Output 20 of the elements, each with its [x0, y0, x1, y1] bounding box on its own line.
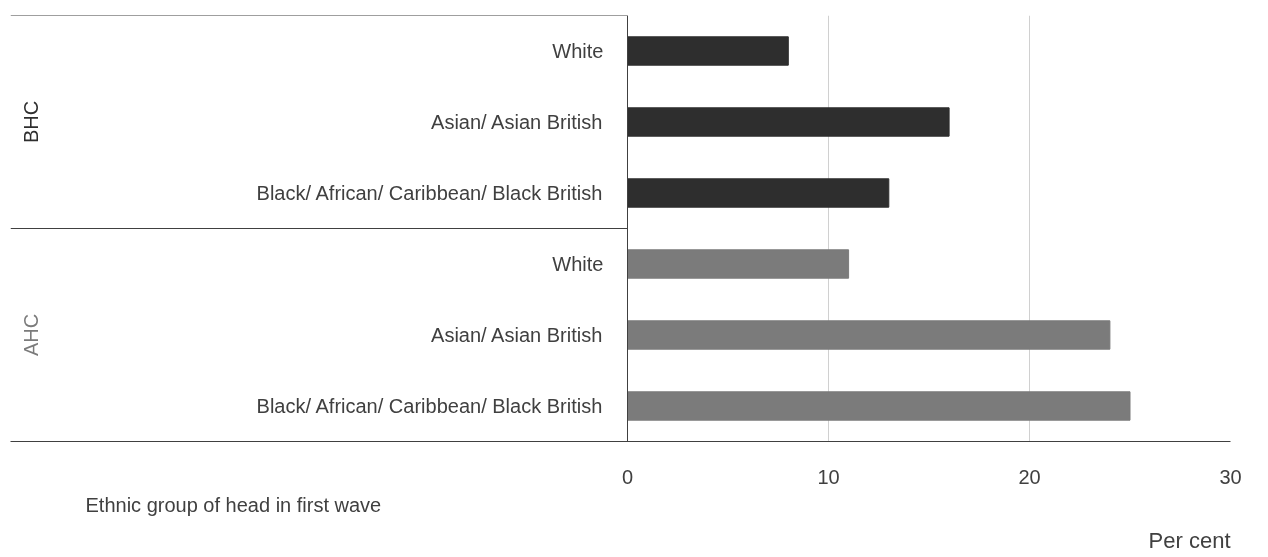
x-axis-title: Per cent: [1148, 527, 1231, 553]
y-tick-label: Black/ African/ Caribbean/ Black British: [256, 182, 603, 204]
bar: [627, 320, 1111, 350]
text: BHC: [19, 100, 42, 144]
y-axis-title: Ethnic group of head in first wave: [85, 493, 382, 516]
y-tick-label: Black/ African/ Caribbean/ Black British: [256, 395, 603, 417]
x-tick-label: 10: [817, 465, 840, 488]
y-tick-label: Asian/ Asian British: [431, 111, 603, 133]
text: AHC: [19, 313, 42, 357]
bar: [627, 36, 789, 66]
x-tick-label: 0: [621, 465, 634, 488]
bar: [627, 391, 1131, 421]
bar: [627, 249, 850, 279]
y-tick-label: White: [552, 40, 604, 62]
bar: [627, 178, 890, 208]
x-tick-label: 20: [1018, 465, 1041, 488]
y-tick-label: Asian/ Asian British: [431, 324, 603, 346]
bar: [627, 107, 950, 137]
x-tick-label: 30: [1219, 465, 1242, 488]
y-tick-label: White: [552, 253, 604, 275]
